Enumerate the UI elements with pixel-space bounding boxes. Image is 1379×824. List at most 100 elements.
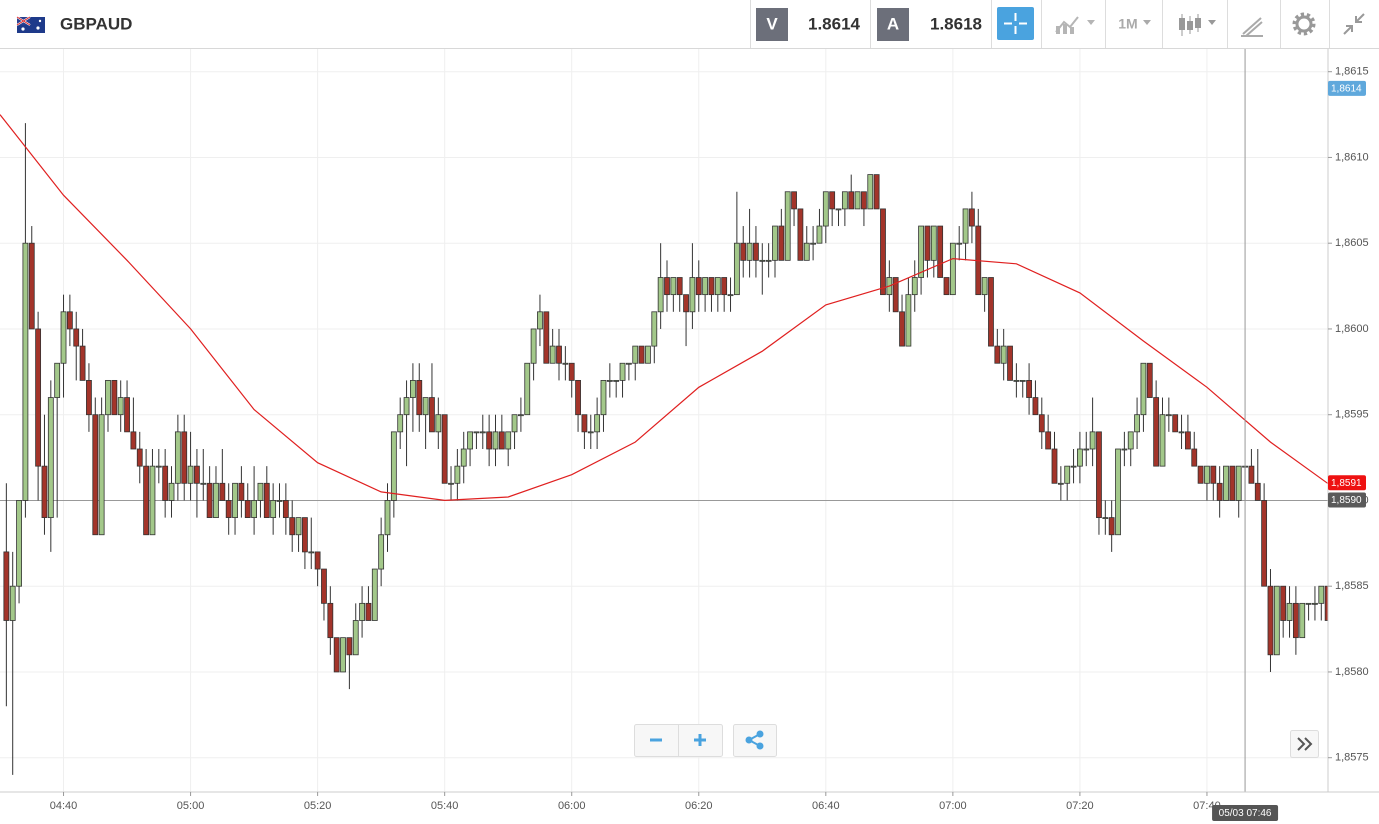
candle-body xyxy=(289,517,296,536)
candle-body xyxy=(778,225,785,261)
candle-body xyxy=(676,277,683,296)
bid-badge[interactable] xyxy=(756,8,788,41)
candle-body xyxy=(333,637,340,673)
bid-label: V xyxy=(766,14,778,33)
candle-body xyxy=(949,242,956,296)
candle-body xyxy=(111,379,118,416)
zoom-in-button[interactable] xyxy=(694,734,706,746)
candle-body xyxy=(695,277,702,296)
symbol: GBPAUD xyxy=(60,14,132,33)
candle-body xyxy=(130,431,137,450)
candle-body xyxy=(1064,465,1071,484)
candle-body xyxy=(35,328,42,467)
price-marker-label: 1,8591 xyxy=(1331,478,1362,489)
candle-body xyxy=(1159,414,1166,467)
candle-body xyxy=(1191,448,1198,467)
candle-body xyxy=(1127,431,1134,450)
candle-body xyxy=(263,482,270,518)
candle-body xyxy=(162,465,169,501)
candle-body xyxy=(1026,379,1032,398)
candle-body xyxy=(486,431,493,450)
candle-body xyxy=(835,208,842,211)
candle-body xyxy=(606,379,613,382)
x-tick-label: 06:20 xyxy=(685,800,713,812)
candle-body xyxy=(753,242,759,261)
candle-body xyxy=(244,500,251,519)
y-tick-label: 1,8610 xyxy=(1335,151,1369,163)
candle-body xyxy=(155,465,162,468)
candle-body xyxy=(390,431,397,501)
moving-average-line xyxy=(0,114,1328,502)
candle-body xyxy=(556,345,562,364)
candle-body xyxy=(1019,379,1026,382)
candle-body xyxy=(537,311,543,330)
candle-body xyxy=(733,242,740,296)
candle-body xyxy=(257,482,264,501)
candle-body xyxy=(625,362,632,365)
candle-body xyxy=(530,328,537,364)
candle-body xyxy=(149,465,156,536)
candle-body xyxy=(225,500,232,519)
candle-body xyxy=(854,191,861,210)
collapse-button[interactable] xyxy=(1343,13,1365,35)
candle-body xyxy=(1038,414,1045,433)
timeframe: 1M xyxy=(1118,16,1137,32)
timeframe-button[interactable]: 1M xyxy=(1118,16,1151,32)
candle-body xyxy=(41,465,48,518)
candle-body xyxy=(911,277,918,296)
candle-body xyxy=(797,208,804,261)
candle-body xyxy=(98,414,105,536)
candle-body xyxy=(1165,414,1172,417)
x-tick-label: 07:20 xyxy=(1066,800,1094,812)
y-tick-label: 1,8595 xyxy=(1335,409,1369,421)
candle-body xyxy=(410,379,416,398)
candle-body xyxy=(772,225,778,261)
candle-body xyxy=(581,414,588,433)
candle-body xyxy=(1140,362,1147,416)
candle-body xyxy=(492,431,499,450)
candle-body xyxy=(810,242,817,245)
share-button[interactable] xyxy=(733,724,777,757)
toolbar-bg xyxy=(0,0,1379,48)
chart-type-button[interactable] xyxy=(1179,14,1216,36)
candle-body xyxy=(816,225,823,244)
candle-body xyxy=(1235,465,1242,501)
candle-body xyxy=(454,465,461,484)
candle-body xyxy=(1210,465,1217,484)
candle-body xyxy=(105,379,111,416)
scroll-right-button[interactable] xyxy=(1290,730,1319,758)
candle-body xyxy=(1178,431,1185,434)
candle-body xyxy=(346,637,353,656)
y-tick-label: 1,8575 xyxy=(1335,752,1369,764)
candle-body xyxy=(1261,500,1268,587)
candle-body xyxy=(213,482,219,518)
x-tick-label: 05:40 xyxy=(431,800,459,812)
price-marker-label: 1,8590 xyxy=(1331,495,1362,506)
x-tick-label: 05:00 xyxy=(177,800,205,812)
candle-body xyxy=(1172,414,1179,433)
candle-body xyxy=(1102,517,1109,519)
candle-body xyxy=(66,311,73,330)
crosshair-button[interactable] xyxy=(997,7,1034,40)
candle-body xyxy=(397,414,404,433)
candle-body xyxy=(441,414,448,484)
candle-body xyxy=(54,362,61,398)
candle-body xyxy=(136,448,143,467)
candle-body xyxy=(124,397,130,433)
draw-button[interactable] xyxy=(1241,17,1263,37)
candle-body xyxy=(352,620,359,656)
candle-body xyxy=(587,431,594,434)
candle-body xyxy=(714,277,721,296)
ask-badge[interactable] xyxy=(877,8,909,41)
candle-body xyxy=(168,482,175,501)
candle-body xyxy=(1318,585,1325,604)
indicators-button[interactable] xyxy=(1055,16,1095,34)
candle-body xyxy=(60,311,67,364)
candle-body xyxy=(918,225,924,278)
candle-body xyxy=(473,431,480,434)
candle-body xyxy=(994,345,1001,364)
candle-body xyxy=(479,431,486,434)
settings-button[interactable] xyxy=(1292,12,1316,36)
candle-body xyxy=(937,225,944,278)
